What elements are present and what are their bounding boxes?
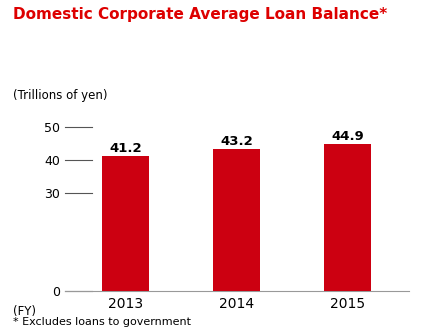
Bar xyxy=(213,149,260,291)
Text: 44.9: 44.9 xyxy=(331,130,364,143)
Text: * Excludes loans to government: * Excludes loans to government xyxy=(13,317,191,327)
Text: 41.2: 41.2 xyxy=(109,142,142,155)
Text: (FY): (FY) xyxy=(13,305,36,318)
Text: (Trillions of yen): (Trillions of yen) xyxy=(13,89,108,102)
Text: 43.2: 43.2 xyxy=(220,135,253,148)
Bar xyxy=(324,144,371,291)
Text: Domestic Corporate Average Loan Balance*: Domestic Corporate Average Loan Balance* xyxy=(13,7,387,22)
Bar xyxy=(102,156,149,291)
